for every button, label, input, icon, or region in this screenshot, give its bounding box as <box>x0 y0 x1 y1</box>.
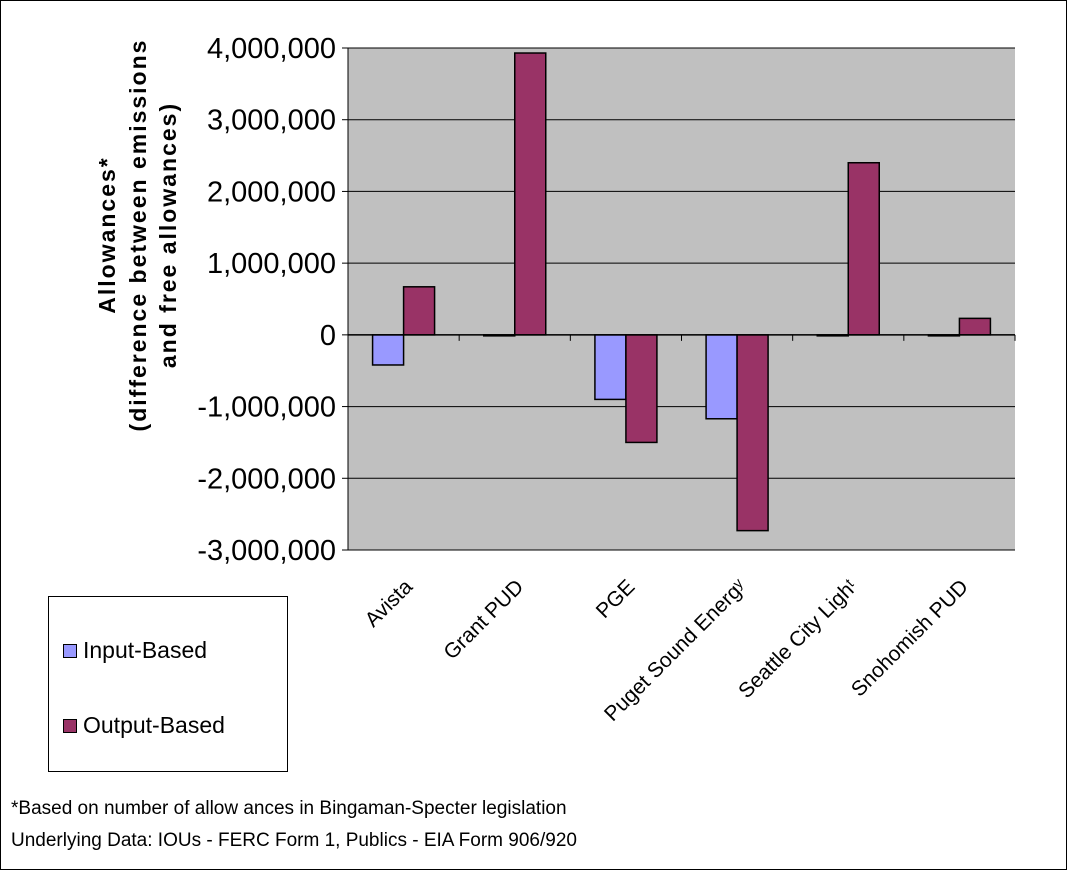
legend: Input-Based Output-Based <box>48 596 288 772</box>
bar-output-based-puget-sound-energy <box>736 334 769 532</box>
bar-input-based-avista <box>371 334 405 366</box>
legend-swatch-output-based <box>63 718 77 733</box>
legend-item-output-based: Output-Based <box>63 712 225 739</box>
bar-input-based-pge <box>594 334 627 401</box>
y-tick-label: -2,000,000 <box>197 463 336 495</box>
y-tick-label: 0 <box>320 320 336 352</box>
legend-label-output-based: Output-Based <box>83 712 225 738</box>
x-tick-label: Seattle City Lighᵗ <box>734 575 862 703</box>
bar-output-based-seattle-city-light <box>847 161 880 336</box>
x-tick-label: Snohomish PUD <box>847 575 973 701</box>
bar-output-based-snohomish-pud <box>958 317 992 336</box>
y-tick-label: -1,000,000 <box>197 392 336 424</box>
bar-output-based-pge <box>625 334 658 444</box>
footnote-allowances: *Based on number of allow ances in Binga… <box>11 798 567 819</box>
legend-swatch-input-based <box>63 643 77 658</box>
legend-item-input-based: Input-Based <box>63 637 207 664</box>
plot-area <box>348 48 1015 550</box>
y-tick-label: 4,000,000 <box>207 33 336 65</box>
y-axis-title-line: Allowances* <box>94 156 120 314</box>
bar-output-based-grant-pud <box>514 52 547 336</box>
bar-output-based-avista <box>402 286 436 336</box>
y-axis-title-line: (difference between emissions <box>125 39 151 432</box>
y-tick-label: 1,000,000 <box>207 248 336 280</box>
y-axis-title-line: and free allowances) <box>155 102 181 368</box>
x-tick-label: Grant PUD <box>439 575 528 664</box>
x-tick-label: PGE <box>592 575 640 623</box>
legend-label-input-based: Input-Based <box>83 637 208 663</box>
x-tick-label: Avista <box>361 575 418 632</box>
y-tick-label: -3,000,000 <box>197 535 336 567</box>
footnote-data-source: Underlying Data: IOUs - FERC Form 1, Pub… <box>11 830 577 851</box>
y-tick-label: 3,000,000 <box>207 105 336 137</box>
bar-input-based-puget-sound-energy <box>705 334 738 420</box>
y-tick-label: 2,000,000 <box>207 176 336 208</box>
